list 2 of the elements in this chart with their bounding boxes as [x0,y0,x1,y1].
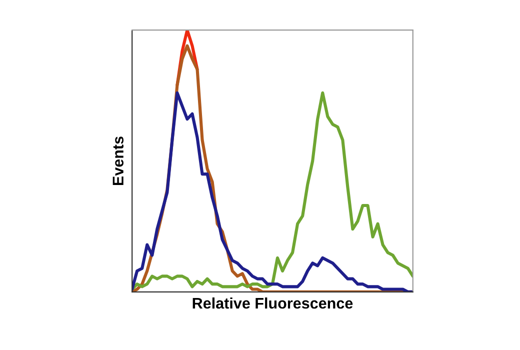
y-axis-title: Events [112,136,124,186]
x-axis-title: Relative Fluorescence [192,297,353,309]
